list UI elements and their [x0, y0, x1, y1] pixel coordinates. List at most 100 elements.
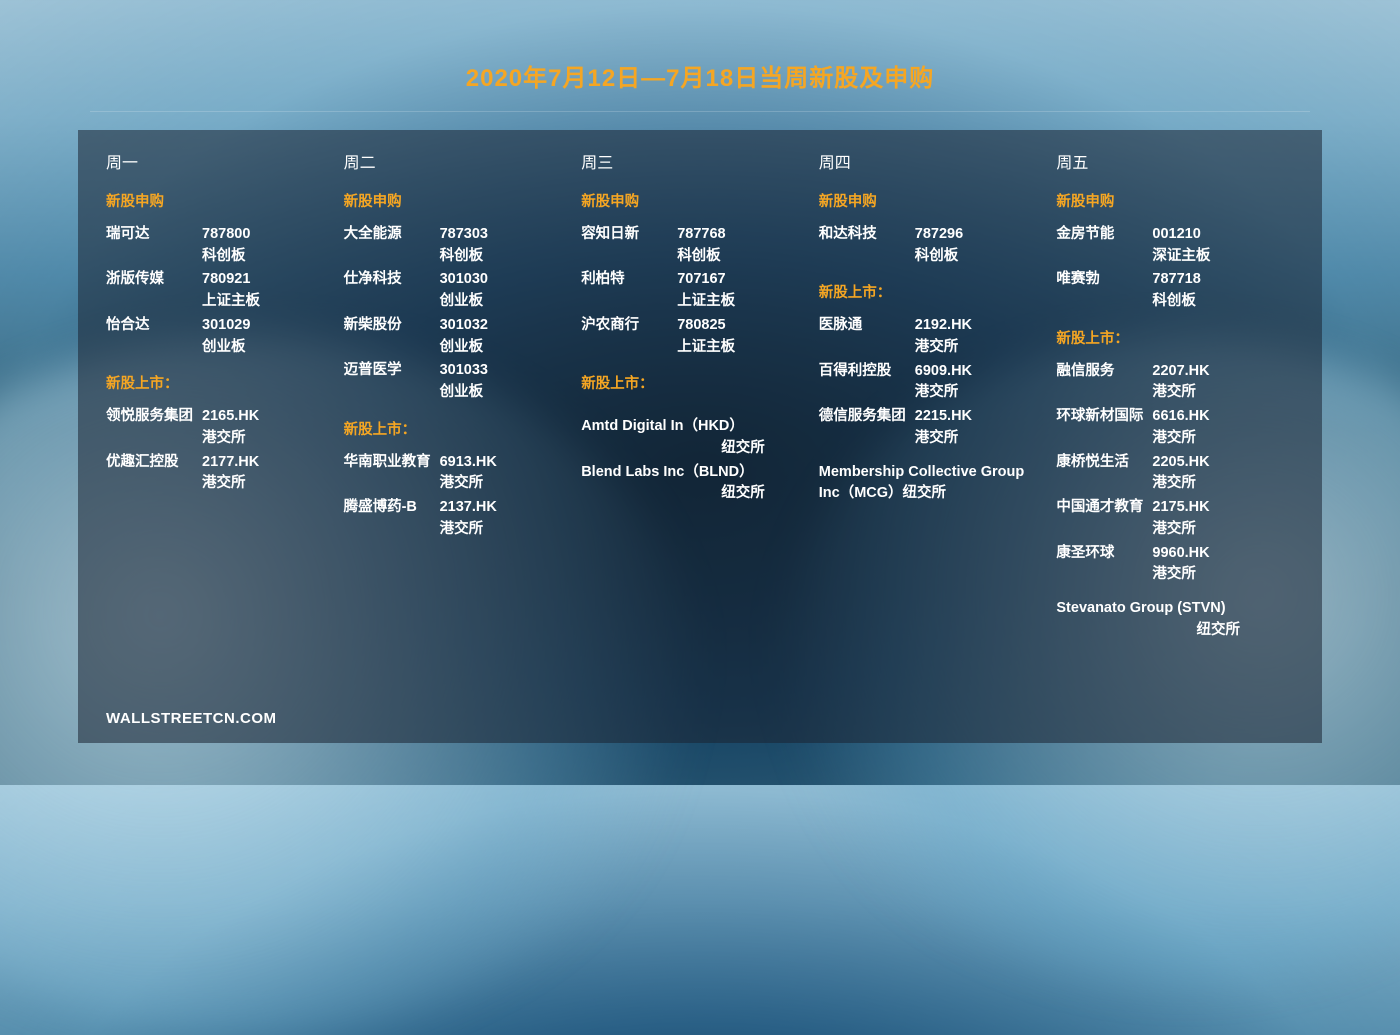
stock-row: 利柏特707167上证主板 [581, 269, 805, 313]
stock-row: 华南职业教育6913.HK港交所 [344, 452, 568, 496]
stock-name: 康桥悦生活 [1056, 452, 1152, 496]
stock-name: 沪农商行 [581, 315, 677, 359]
stock-row: 唯赛勃787718科创板 [1056, 269, 1280, 313]
stock-name: 容知日新 [581, 224, 677, 268]
section-label-apply: 新股申购 [581, 192, 805, 214]
content-panel: 周一新股申购瑞可达787800科创板浙版传媒780921上证主板怡合达30102… [78, 130, 1322, 743]
day-column: 周二新股申购大全能源787303科创板仕净科技301030创业板新柴股份3010… [344, 152, 582, 644]
section-label-listing: 新股上市： [344, 420, 568, 442]
stock-name: 浙版传媒 [106, 269, 202, 313]
stock-meta: 301033创业板 [440, 360, 568, 404]
section-label-listing: 新股上市： [581, 374, 805, 396]
stock-meta: 780825上证主板 [677, 315, 805, 359]
stock-name: 融信服务 [1056, 361, 1152, 405]
stock-code: 2207.HK [1152, 361, 1280, 383]
stock-name: 康圣环球 [1056, 543, 1152, 587]
stock-board: 科创板 [1152, 291, 1280, 313]
stock-row: 仕净科技301030创业板 [344, 269, 568, 313]
stock-code: 2205.HK [1152, 452, 1280, 474]
stock-code: 787303 [440, 224, 568, 246]
section-label-apply: 新股申购 [819, 192, 1043, 214]
stock-code: 2175.HK [1152, 497, 1280, 519]
stock-meta: 2215.HK港交所 [915, 406, 1043, 450]
stock-board: 创业板 [440, 382, 568, 404]
stock-code: 707167 [677, 269, 805, 291]
stock-meta: 2207.HK港交所 [1152, 361, 1280, 405]
stock-code: 780825 [677, 315, 805, 337]
section-label-listing: 新股上市： [819, 283, 1043, 305]
stock-meta: 2165.HK港交所 [202, 406, 330, 450]
day-label: 周五 [1056, 152, 1280, 176]
day-column: 周五新股申购金房节能001210深证主板唯赛勃787718科创板新股上市：融信服… [1056, 152, 1294, 644]
stock-name: 仕净科技 [344, 269, 440, 313]
stock-name: 新柴股份 [344, 315, 440, 359]
stock-name: 迈普医学 [344, 360, 440, 404]
stock-board: 科创板 [440, 246, 568, 268]
stock-name: 华南职业教育 [344, 452, 440, 496]
stock-row: 优趣汇控股2177.HK港交所 [106, 452, 330, 496]
stock-code: 787718 [1152, 269, 1280, 291]
stock-name: 怡合达 [106, 315, 202, 359]
section-label-listing: 新股上市： [106, 374, 330, 396]
stock-board: 上证主板 [202, 291, 330, 313]
stock-name: 和达科技 [819, 224, 915, 268]
stock-name: 环球新材国际 [1056, 406, 1152, 450]
stock-row: 康桥悦生活2205.HK港交所 [1056, 452, 1280, 496]
stock-name: 领悦服务集团 [106, 406, 202, 450]
stock-code: 787296 [915, 224, 1043, 246]
stock-row: 怡合达301029创业板 [106, 315, 330, 359]
stock-board: 港交所 [202, 428, 330, 450]
stock-single-line: Blend Labs Inc（BLND） [581, 462, 805, 484]
day-column: 周一新股申购瑞可达787800科创板浙版传媒780921上证主板怡合达30102… [106, 152, 344, 644]
stock-row: 迈普医学301033创业板 [344, 360, 568, 404]
stock-code: 787768 [677, 224, 805, 246]
stock-board: 港交所 [915, 428, 1043, 450]
stock-board: 创业板 [440, 337, 568, 359]
stock-code: 9960.HK [1152, 543, 1280, 565]
stock-single: Stevanato Group (STVN)纽交所 [1056, 598, 1280, 642]
stock-name: 腾盛博药-B [344, 497, 440, 541]
stock-name: 瑞可达 [106, 224, 202, 268]
stock-single-line: Membership Collective Group Inc（MCG）纽交所 [819, 462, 1043, 506]
stock-row: 环球新材国际6616.HK港交所 [1056, 406, 1280, 450]
stock-code: 301029 [202, 315, 330, 337]
stock-meta: 707167上证主板 [677, 269, 805, 313]
day-label: 周二 [344, 152, 568, 176]
stock-row: 领悦服务集团2165.HK港交所 [106, 406, 330, 450]
stock-meta: 301032创业板 [440, 315, 568, 359]
stock-row: 百得利控股6909.HK港交所 [819, 361, 1043, 405]
stock-board: 港交所 [1152, 382, 1280, 404]
stock-meta: 301030创业板 [440, 269, 568, 313]
stock-row: 和达科技787296科创板 [819, 224, 1043, 268]
day-label: 周一 [106, 152, 330, 176]
day-label: 周四 [819, 152, 1043, 176]
stock-meta: 2205.HK港交所 [1152, 452, 1280, 496]
stock-single: Membership Collective Group Inc（MCG）纽交所 [819, 462, 1043, 506]
stock-row: 沪农商行780825上证主板 [581, 315, 805, 359]
stock-row: 融信服务2207.HK港交所 [1056, 361, 1280, 405]
stock-name: 利柏特 [581, 269, 677, 313]
stock-code: 2165.HK [202, 406, 330, 428]
stock-single-sub: 纽交所 [581, 483, 805, 505]
stock-board: 上证主板 [677, 337, 805, 359]
day-column: 周三新股申购容知日新787768科创板利柏特707167上证主板沪农商行7808… [581, 152, 819, 644]
stock-board: 港交所 [915, 337, 1043, 359]
stock-board: 科创板 [677, 246, 805, 268]
stock-row: 大全能源787303科创板 [344, 224, 568, 268]
stock-board: 港交所 [1152, 519, 1280, 541]
stock-row: 中国通才教育2175.HK港交所 [1056, 497, 1280, 541]
stock-row: 浙版传媒780921上证主板 [106, 269, 330, 313]
stock-name: 医脉通 [819, 315, 915, 359]
stock-board: 创业板 [202, 337, 330, 359]
stock-board: 港交所 [202, 473, 330, 495]
stock-board: 创业板 [440, 291, 568, 313]
stock-meta: 2175.HK港交所 [1152, 497, 1280, 541]
stock-meta: 6616.HK港交所 [1152, 406, 1280, 450]
stock-code: 301030 [440, 269, 568, 291]
stock-row: 瑞可达787800科创板 [106, 224, 330, 268]
section-label-apply: 新股申购 [106, 192, 330, 214]
stock-code: 787800 [202, 224, 330, 246]
stock-single: Amtd Digital In（HKD）纽交所 [581, 416, 805, 460]
stock-board: 上证主板 [677, 291, 805, 313]
stock-meta: 301029创业板 [202, 315, 330, 359]
